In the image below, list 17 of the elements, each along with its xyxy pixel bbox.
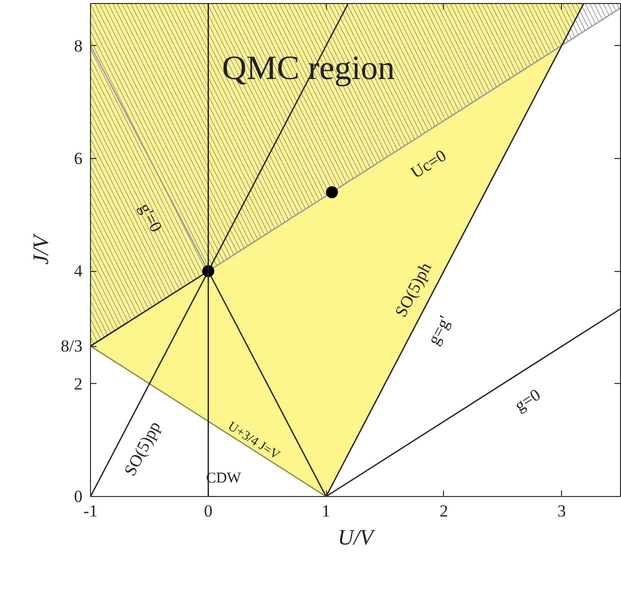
y-axis-title: J/V [28,232,53,265]
y-tick-label: 4 [74,262,83,281]
x-tick-label: 0 [204,502,213,520]
annotation: Uc=0 [407,146,450,182]
x-tick-label: 1 [322,502,330,520]
y-tick-label: 2 [74,374,82,394]
x-tick-label: 2 [440,502,448,520]
annotation: g'=0 [135,200,166,236]
annotation: g=0 [511,384,544,416]
x-tick-label: 3 [557,502,566,520]
x-tick-label: -1 [83,502,98,520]
y-tick-label: 8/3 [60,336,83,356]
y-tick-label: 0 [74,487,82,506]
y-tick-label: 8 [74,36,82,56]
annotation: g=g' [424,312,454,348]
y-tick-label: 6 [74,148,82,168]
x-axis-title: U/V [338,524,376,550]
